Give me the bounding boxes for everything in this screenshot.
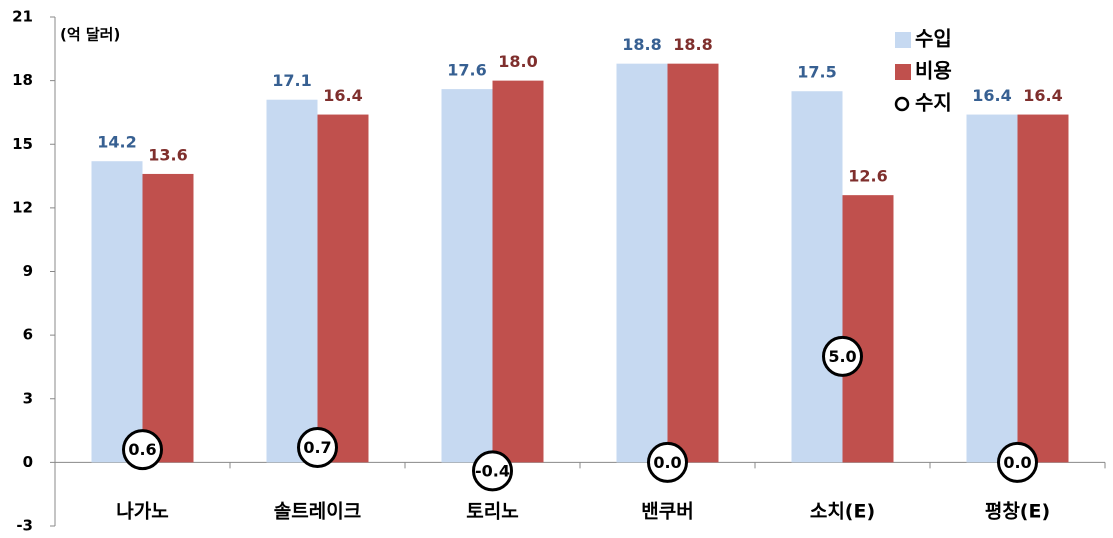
bar [791,91,843,463]
legend-label: 수지 [915,91,952,115]
balance-label: 0.7 [303,438,331,457]
y-tick-label: 6 [23,326,33,344]
y-tick-label: -3 [16,517,33,535]
balance-marker [647,441,688,483]
bar [142,173,194,463]
bar-value-label: 16.4 [323,86,362,105]
y-tick-label: 0 [23,453,33,471]
y-tick-label: 15 [12,135,33,153]
bar-value-label: 17.5 [797,63,836,82]
y-tick-label: 21 [12,8,33,26]
balance-marker [822,335,863,377]
balance-marker [122,429,163,471]
x-tick-label: 솔트레이크 [274,501,361,523]
legend-label: 수입 [915,27,952,51]
bar-value-label: 16.4 [972,86,1011,105]
legend-marker [895,32,911,48]
bar [1017,114,1069,463]
bar-value-label: 16.4 [1023,86,1062,105]
y-tick-label: 9 [23,262,33,280]
bar-value-label: 13.6 [148,145,187,164]
x-tick-label: 나가노 [116,501,168,523]
balance-label: 0.0 [1003,453,1031,472]
legend-label: 비용 [915,59,952,83]
x-tick-label: 토리노 [466,501,518,523]
x-tick-label: 소치(E) [810,501,875,523]
bar [317,114,369,463]
balance-label: 0.0 [653,453,681,472]
legend-marker [894,96,910,112]
bar-value-label: 17.1 [272,71,311,90]
y-tick-label: 12 [12,198,33,216]
bar [616,63,668,463]
bar-value-label: 12.6 [848,167,887,186]
x-tick-label: 밴쿠버 [641,501,693,523]
bar-value-label: 17.6 [447,61,486,80]
bar [966,114,1018,463]
y-tick-label: 3 [23,389,33,407]
y-tick-label: 18 [12,71,33,89]
x-tick-label: 평창(E) [985,501,1050,523]
balance-marker [997,441,1038,483]
bar [842,195,894,463]
balance-label: -0.4 [475,461,510,480]
bar [492,80,544,463]
bar-value-label: 18.8 [673,35,712,54]
balance-marker [472,450,513,492]
bar [266,99,318,463]
bar [91,161,143,463]
bar [441,89,493,463]
bar [667,63,719,463]
balance-marker [297,427,338,469]
bar-value-label: 14.2 [97,133,136,152]
balance-label: 0.6 [128,440,156,459]
bar-value-label: 18.0 [498,52,537,71]
balance-label: 5.0 [828,347,856,366]
unit-label: (억 달러) [60,26,120,44]
bar-value-label: 18.8 [622,35,661,54]
legend-marker [895,64,911,80]
